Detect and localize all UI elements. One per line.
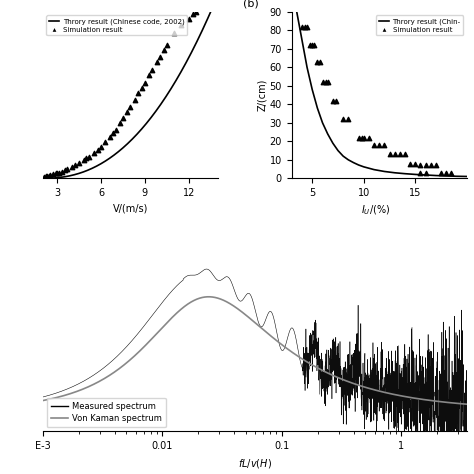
Point — [156, 53, 164, 61]
Point — [170, 30, 178, 37]
Point — [417, 162, 424, 169]
Point — [124, 108, 131, 116]
Point — [80, 156, 87, 164]
Point — [422, 169, 429, 176]
Point — [178, 21, 185, 29]
Point — [160, 46, 168, 54]
Point — [303, 23, 311, 30]
X-axis label: $fL/v(H)$: $fL/v(H)$ — [238, 456, 272, 470]
Point — [43, 172, 51, 180]
Point — [310, 41, 318, 49]
Point — [185, 15, 192, 22]
Point — [75, 160, 83, 167]
Point — [427, 162, 435, 169]
Point — [52, 170, 60, 177]
Point — [401, 150, 409, 158]
Point — [40, 173, 48, 181]
Point — [86, 153, 93, 161]
Point — [298, 23, 306, 30]
Point — [345, 115, 352, 123]
Point — [432, 162, 440, 169]
Point — [163, 41, 171, 49]
Point — [42, 172, 49, 180]
Point — [94, 146, 102, 154]
Point — [54, 170, 61, 177]
Point — [64, 165, 71, 173]
Point — [71, 161, 79, 169]
Point — [97, 143, 105, 150]
Point — [138, 85, 146, 92]
Point — [55, 170, 63, 177]
Point — [146, 71, 153, 79]
Point — [134, 90, 141, 97]
Point — [339, 115, 347, 123]
Point — [317, 58, 324, 65]
Point — [319, 78, 326, 86]
Point — [189, 10, 197, 18]
Point — [141, 80, 149, 87]
Point — [314, 58, 321, 65]
Point — [112, 126, 119, 134]
Point — [365, 134, 373, 141]
Point — [49, 170, 57, 178]
Point — [355, 134, 363, 141]
Point — [322, 78, 329, 86]
Point — [332, 97, 340, 104]
Point — [58, 168, 65, 175]
Point — [90, 150, 98, 157]
Point — [192, 8, 200, 16]
Text: (b): (b) — [243, 0, 258, 9]
Point — [411, 160, 419, 167]
Legend: Measured spectrum, Von Kaman spectrum: Measured spectrum, Von Kaman spectrum — [47, 398, 166, 427]
Point — [422, 162, 429, 169]
Point — [82, 155, 90, 162]
Point — [116, 119, 124, 127]
Point — [438, 169, 445, 176]
Point — [102, 138, 109, 146]
Point — [386, 150, 393, 158]
Legend: Throry result (Chin-, Simulation result: Throry result (Chin-, Simulation result — [376, 15, 464, 36]
X-axis label: V/(m/s): V/(m/s) — [113, 204, 148, 214]
Point — [417, 169, 424, 176]
Point — [324, 78, 331, 86]
Point — [46, 171, 54, 179]
Point — [442, 169, 450, 176]
Point — [131, 96, 138, 104]
Point — [127, 103, 134, 110]
Point — [148, 66, 156, 74]
Point — [396, 150, 404, 158]
Point — [329, 97, 337, 104]
Point — [106, 133, 114, 140]
Point — [309, 41, 316, 49]
Point — [370, 141, 378, 149]
Point — [61, 166, 68, 174]
Point — [358, 134, 365, 141]
Point — [375, 141, 383, 149]
Y-axis label: Z/(cm): Z/(cm) — [257, 79, 267, 111]
Point — [153, 58, 160, 65]
Point — [68, 163, 76, 171]
Point — [447, 169, 455, 176]
Legend: Throry result (Chinese code, 2002), Simulation result: Throry result (Chinese code, 2002), Simu… — [46, 15, 187, 36]
Point — [381, 141, 388, 149]
Point — [119, 115, 127, 122]
X-axis label: $I_U$/(%)   : $I_U$/(%) — [361, 204, 398, 217]
Point — [109, 129, 117, 137]
Point — [360, 134, 367, 141]
Point — [391, 150, 399, 158]
Point — [306, 41, 314, 49]
Point — [45, 172, 52, 180]
Point — [406, 160, 414, 167]
Point — [301, 23, 309, 30]
